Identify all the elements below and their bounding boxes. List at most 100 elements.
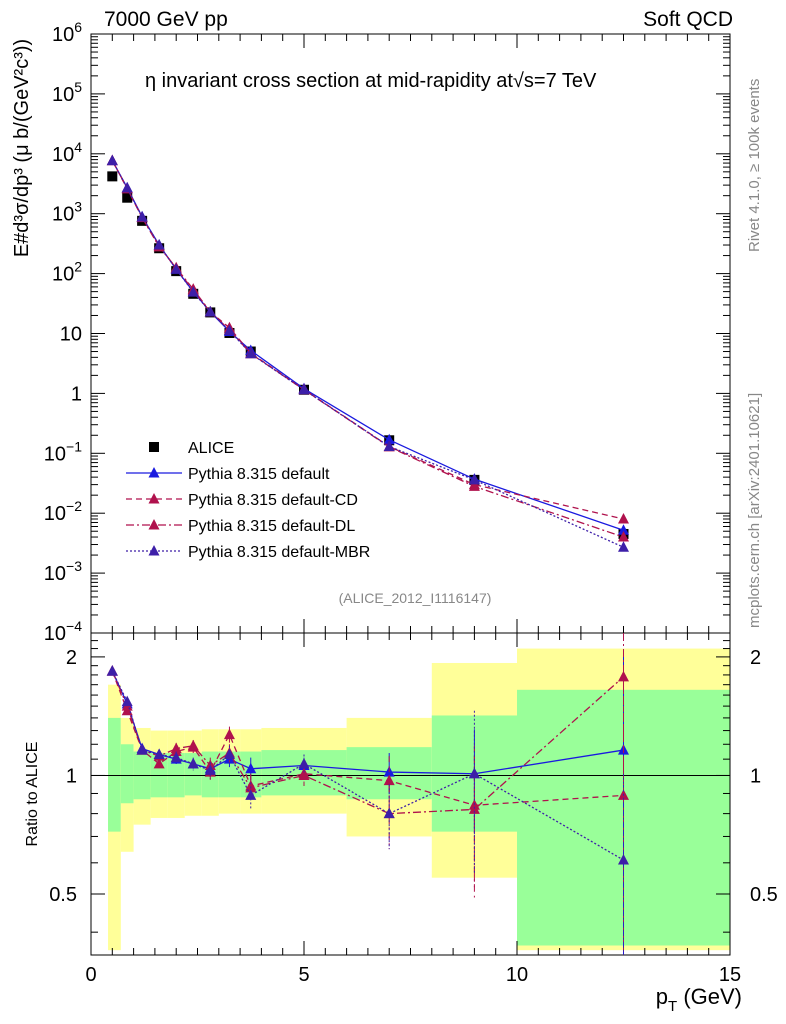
ratio-point (383, 774, 395, 786)
main-series-2 (106, 154, 629, 524)
legend-label: ALICE (188, 440, 234, 457)
main-point (383, 440, 395, 451)
legend: ALICE Pythia 8.315 default Pythia 8.315 de… (126, 440, 370, 561)
legend-entry: Pythia 8.315 default-DL (126, 518, 355, 535)
main-point (618, 524, 629, 535)
ratio-point (136, 744, 148, 755)
main-point (223, 324, 235, 336)
ratio-point (618, 670, 629, 682)
y-tick-label: 1 (71, 383, 82, 405)
x-axis-label: pT (GeV) (656, 984, 742, 1015)
ratio-point (245, 762, 257, 774)
main-point (298, 383, 310, 395)
ratio-y-tick-label: 0.5 (49, 884, 77, 906)
y-tick-label: 106 (52, 19, 82, 46)
ratio-point (204, 764, 216, 775)
y-tick-label: 103 (52, 199, 82, 226)
main-series-line (111, 160, 624, 548)
ratio-point (298, 757, 310, 769)
legend-entry: Pythia 8.315 default (126, 466, 330, 483)
green-band-bin (108, 717, 121, 832)
legend-label: Pythia 8.315 default-MBR (188, 544, 370, 561)
y-tick-label: 102 (52, 259, 82, 286)
ratio-point (170, 742, 182, 754)
main-point (204, 305, 216, 317)
ratio-point (245, 789, 257, 800)
analysis-watermark: (ALICE_2012_I1116147) (339, 590, 492, 606)
y-tick-label: 10−3 (44, 558, 82, 585)
axes (90, 33, 731, 956)
x-tick-label: 10 (506, 964, 528, 986)
ratio-point (187, 739, 199, 751)
x-tick-label: 5 (298, 964, 309, 986)
ratio-y-tick-label-right: 2 (750, 647, 761, 669)
ratio-point (153, 748, 165, 760)
main-point (106, 154, 118, 166)
green-band-bin (184, 753, 202, 796)
main-point (136, 211, 148, 222)
main-point (187, 286, 199, 297)
legend-entry: ALICE (149, 440, 234, 457)
legend-label: Pythia 8.315 default (188, 466, 330, 483)
legend-marker (148, 545, 160, 556)
ratio-y-tick-label: 2 (66, 647, 77, 669)
main-series-0 (107, 171, 629, 539)
main-point (618, 541, 629, 552)
y-tick-label: 10−1 (44, 438, 82, 465)
chart-title: η invariant cross section at mid-rapidit… (145, 70, 597, 92)
ratio-point (383, 807, 395, 819)
y-tick-label: 10 (60, 324, 82, 346)
y-tick-label: 105 (52, 79, 82, 106)
legend-entry: Pythia 8.315 default-CD (126, 492, 358, 509)
legend-label: Pythia 8.315 default-DL (188, 518, 355, 535)
x-tick-label: 15 (719, 964, 741, 986)
ratio-y-tick-label: 1 (66, 765, 77, 787)
data-point (122, 192, 133, 203)
main-series-1 (106, 154, 629, 535)
main-point (468, 480, 480, 491)
ratio-point (187, 757, 199, 769)
ratio-point (153, 757, 165, 769)
ratio-point (121, 695, 133, 707)
main-point (153, 239, 165, 250)
ratio-point (223, 748, 235, 760)
main-point (245, 347, 257, 359)
main-point (121, 181, 133, 193)
ratio-y-axis-label: Ratio to ALICE (24, 742, 41, 847)
legend-marker (148, 493, 160, 504)
legend-entry: Pythia 8.315 default-MBR (126, 544, 370, 561)
ratio-y-tick-label-right: 1 (750, 765, 761, 787)
ratio-point (170, 751, 182, 763)
chart-text: 10−4 10−3 10−2 10−1 1 10 102 103 104 105 106 0 5 10 15… (11, 19, 778, 1015)
series (106, 154, 629, 955)
process-label: Soft QCD (643, 8, 733, 31)
ratio-y-tick-label-right: 0.5 (750, 884, 778, 906)
legend-marker (148, 467, 160, 478)
ratio-point (298, 769, 310, 780)
energy-label: 7000 GeV pp (104, 8, 228, 31)
ratio-point (223, 728, 235, 740)
x-tick-label: 0 (85, 964, 96, 986)
ratio-point (468, 767, 480, 779)
y-tick-label: 10−2 (44, 498, 82, 525)
y-tick-label: 104 (52, 139, 82, 166)
ratio-point (106, 665, 118, 676)
main-y-axis-label: E#d³σ/dp³ (μ b/(GeV²c³)) (11, 39, 33, 257)
data-point (107, 171, 118, 182)
legend-marker (148, 519, 160, 530)
main-series-3 (106, 154, 629, 542)
main-point (618, 513, 629, 524)
main-point (170, 263, 182, 274)
main-point (468, 473, 480, 485)
main-point (383, 433, 395, 445)
y-tick-label: 10−4 (44, 618, 82, 645)
main-series-4 (106, 154, 629, 552)
legend-label: Pythia 8.315 default-CD (188, 492, 358, 509)
main-frame (90, 33, 731, 634)
ratio-series-3 (106, 665, 629, 955)
ratio-point (618, 853, 629, 865)
green-band-bin (120, 744, 134, 804)
legend-marker (149, 442, 159, 452)
main-point (618, 531, 629, 542)
